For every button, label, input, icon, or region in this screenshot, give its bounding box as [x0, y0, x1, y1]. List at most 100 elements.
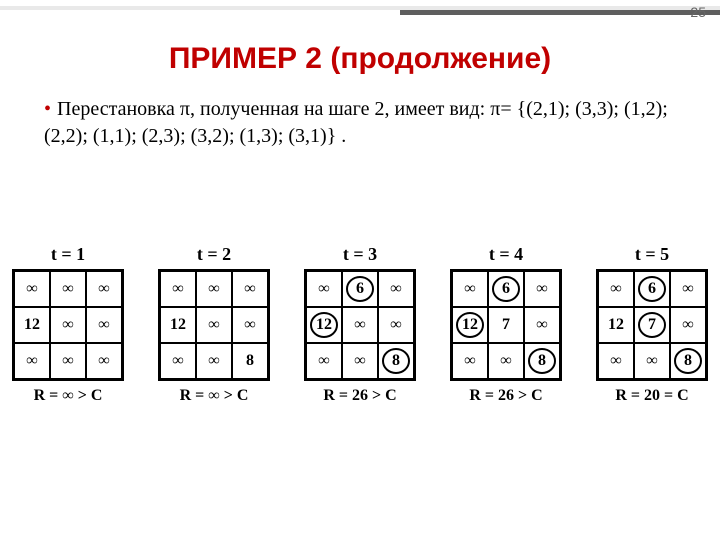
bullet-row: •Перестановка π, полученная на шаге 2, и…	[44, 96, 676, 150]
matrix-cell: 6	[342, 271, 378, 307]
t-label: t = 4	[489, 244, 523, 265]
matrix-cell: ∞	[306, 343, 342, 379]
cell-value: ∞	[536, 280, 547, 298]
cell-value: ∞	[98, 280, 109, 298]
top-divider-lines	[0, 6, 720, 14]
cell-value: ∞	[62, 280, 73, 298]
matrix-cell: 7	[634, 307, 670, 343]
r-label: R = ∞ > C	[34, 387, 103, 405]
matrix-cell: ∞	[14, 271, 50, 307]
matrix-cell: ∞	[196, 343, 232, 379]
matrix-cell: ∞	[232, 271, 268, 307]
matrix-row: ∞ ∞ ∞	[14, 343, 122, 379]
cell-value: 12	[170, 316, 186, 334]
matrix-cell: ∞	[196, 271, 232, 307]
matrix-block: t = 4∞6∞127∞∞∞8R = 26 > C	[450, 244, 562, 405]
cell-value: ∞	[536, 316, 547, 334]
matrix-block: t = 2∞∞∞12∞∞∞∞8R = ∞ > C	[158, 244, 270, 405]
t-label: t = 5	[635, 244, 669, 265]
matrix-cell: ∞	[598, 271, 634, 307]
matrix-cell: ∞	[598, 343, 634, 379]
matrix-cell: 12	[160, 307, 196, 343]
r-label: R = ∞ > C	[180, 387, 249, 405]
matrix-row: 12 7 ∞	[452, 307, 560, 343]
cell-value: ∞	[464, 280, 475, 298]
page-number: 25	[690, 4, 706, 20]
matrix-cell: ∞	[86, 307, 122, 343]
matrix-block: t = 5∞6∞127∞∞∞8R = 20 = C	[596, 244, 708, 405]
t-label: t = 1	[51, 244, 85, 265]
cell-value: ∞	[208, 316, 219, 334]
matrix-row: 12 ∞ ∞	[160, 307, 268, 343]
cell-value: ∞	[98, 352, 109, 370]
cell-value: ∞	[208, 352, 219, 370]
cell-value: 12	[316, 316, 332, 334]
bullet-text: Перестановка π, полученная на шаге 2, им…	[44, 98, 668, 147]
cell-value: ∞	[208, 280, 219, 298]
cell-value: 8	[246, 352, 254, 370]
slide-title: ПРИМЕР 2 (продолжение)	[0, 42, 720, 76]
cell-value: 6	[648, 280, 656, 298]
matrix-cell: ∞	[452, 343, 488, 379]
matrix-cell: ∞	[160, 343, 196, 379]
cell-value: ∞	[390, 280, 401, 298]
matrix-cell: ∞	[378, 271, 414, 307]
cell-value: 6	[502, 280, 510, 298]
r-label: R = 20 = C	[615, 387, 688, 405]
matrix-cell: ∞	[50, 271, 86, 307]
cell-value: ∞	[26, 280, 37, 298]
cell-value: 6	[356, 280, 364, 298]
matrix-row: ∞ 6 ∞	[598, 271, 706, 307]
cell-value: ∞	[610, 280, 621, 298]
t-label: t = 3	[343, 244, 377, 265]
cell-value: ∞	[26, 352, 37, 370]
cell-value: ∞	[390, 316, 401, 334]
matrix-cell: ∞	[378, 307, 414, 343]
matrix-cell: ∞	[524, 307, 560, 343]
matrix-row: ∞ ∞ 8	[452, 343, 560, 379]
matrix-cell: ∞	[342, 307, 378, 343]
matrix-cell: 8	[524, 343, 560, 379]
cell-value: ∞	[172, 352, 183, 370]
cell-value: 8	[684, 352, 692, 370]
cell-value: ∞	[500, 352, 511, 370]
matrix-row: ∞ ∞ 8	[160, 343, 268, 379]
cell-value: ∞	[172, 280, 183, 298]
matrix-cell: ∞	[670, 307, 706, 343]
matrix-cell: 12	[306, 307, 342, 343]
matrix-row: ∞6∞	[306, 271, 414, 307]
r-label: R = 26 > C	[323, 387, 396, 405]
matrix-row: 12 7 ∞	[598, 307, 706, 343]
top-line-dark	[400, 10, 720, 15]
matrix-cell: ∞	[452, 271, 488, 307]
matrix-cell: ∞	[488, 343, 524, 379]
bullet-marker: •	[44, 98, 51, 120]
matrix-cell: ∞	[634, 343, 670, 379]
cell-value: 7	[648, 316, 656, 334]
matrix-cell: 12	[14, 307, 50, 343]
cell-value: ∞	[244, 316, 255, 334]
matrix: ∞∞∞12∞∞∞∞∞	[12, 269, 124, 381]
matrix-cell: ∞	[86, 343, 122, 379]
matrix: ∞6∞127∞∞∞8	[450, 269, 562, 381]
cell-value: ∞	[98, 316, 109, 334]
cell-value: ∞	[318, 352, 329, 370]
matrix: ∞6∞127∞∞∞8	[596, 269, 708, 381]
cell-value: ∞	[682, 316, 693, 334]
matrix-cell: 12	[598, 307, 634, 343]
cell-value: 7	[502, 316, 510, 334]
matrix: ∞ ∞ ∞ 12 ∞ ∞ ∞ ∞ 8	[158, 269, 270, 381]
matrix-grids-container: t = 1∞∞∞12∞∞∞∞∞R = ∞ > Ct = 2∞∞∞12∞∞∞∞8R…	[12, 244, 708, 405]
matrix-cell: 8	[670, 343, 706, 379]
matrix: ∞6∞12∞∞∞∞8	[304, 269, 416, 381]
cell-value: ∞	[62, 352, 73, 370]
matrix-cell: 12	[452, 307, 488, 343]
matrix-cell: ∞	[670, 271, 706, 307]
matrix-row: ∞ ∞ ∞	[14, 271, 122, 307]
matrix-cell: ∞	[342, 343, 378, 379]
matrix-row: ∞ ∞ ∞	[160, 271, 268, 307]
matrix-cell: 8	[232, 343, 268, 379]
cell-value: ∞	[682, 280, 693, 298]
matrix-cell: 7	[488, 307, 524, 343]
cell-value: ∞	[354, 352, 365, 370]
